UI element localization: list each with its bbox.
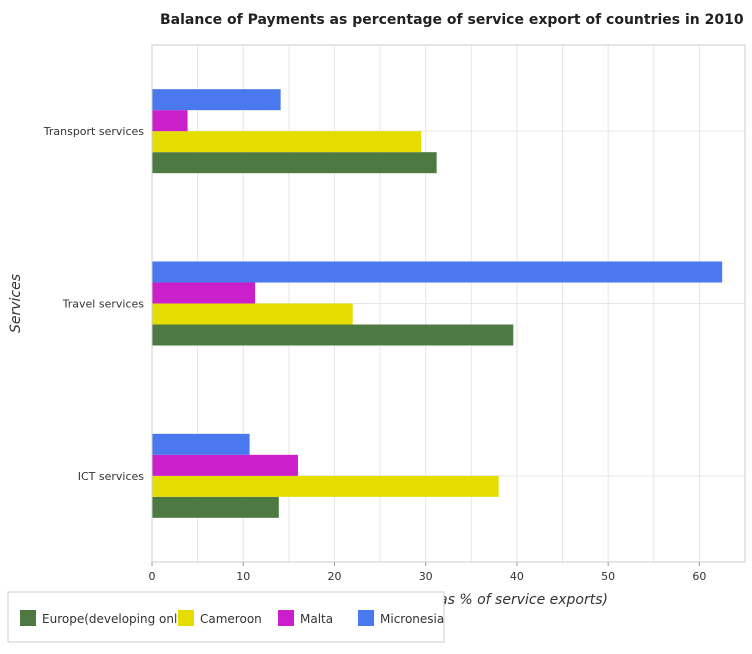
chart-title: Balance of Payments as percentage of ser… — [160, 12, 744, 28]
bar — [152, 496, 279, 518]
bar — [152, 282, 256, 304]
bar — [152, 89, 281, 111]
y-axis-ticks: Transport services Travel services ICT ser… — [43, 125, 145, 483]
x-axis-ticks: 0 10 20 30 40 50 60 — [149, 562, 706, 583]
legend: Europe(developing only) Cameroon Malta Micr… — [7, 591, 445, 643]
bar — [152, 433, 250, 455]
bars — [152, 89, 723, 518]
legend-swatch — [178, 610, 194, 626]
bar — [152, 261, 723, 283]
legend-swatch — [358, 610, 374, 626]
y-tick-label: ICT services — [78, 470, 145, 483]
legend-swatch — [20, 610, 36, 626]
y-axis-label: Services — [8, 274, 24, 333]
bar — [152, 152, 437, 174]
y-tick-label: Travel services — [62, 298, 145, 311]
legend-swatch — [278, 610, 294, 626]
x-tick-label: 10 — [236, 570, 250, 583]
bar — [152, 131, 422, 153]
x-tick-label: 20 — [327, 570, 341, 583]
bar — [152, 324, 514, 346]
legend-label: Micronesia — [380, 612, 444, 626]
legend-label: Malta — [300, 612, 333, 626]
bar — [152, 454, 298, 476]
bar — [152, 110, 188, 132]
bar — [152, 475, 499, 497]
x-tick-label: 40 — [510, 570, 524, 583]
y-tick-label: Transport services — [43, 125, 145, 138]
plot-frame — [151, 44, 746, 563]
x-tick-label: 0 — [149, 570, 156, 583]
legend-label: Europe(developing only) — [42, 612, 189, 626]
x-tick-label: 50 — [601, 570, 615, 583]
legend-label: Cameroon — [200, 612, 262, 626]
x-tick-label: 60 — [692, 570, 706, 583]
bar — [152, 303, 353, 325]
x-tick-label: 30 — [419, 570, 433, 583]
